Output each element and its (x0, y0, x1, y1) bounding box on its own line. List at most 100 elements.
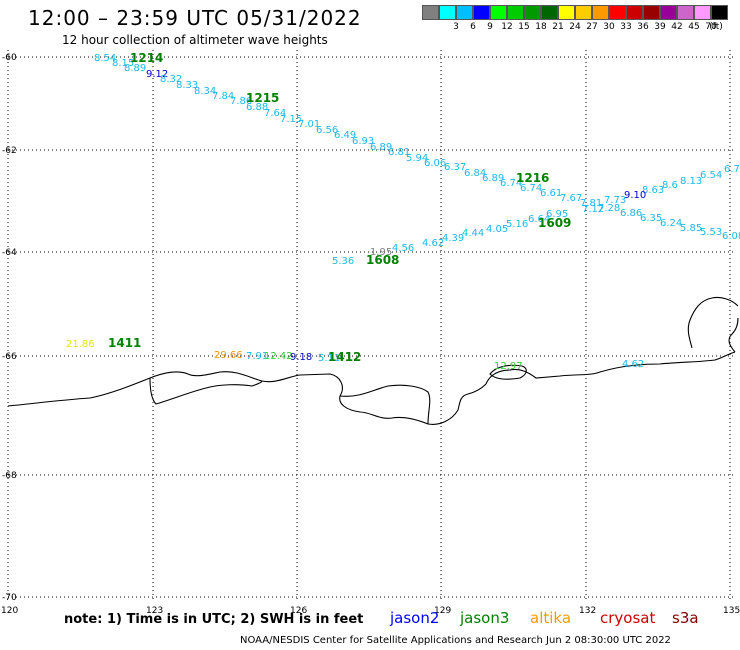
legend-swatch (609, 5, 626, 20)
legend-swatch (626, 5, 643, 20)
legend-swatch (422, 5, 439, 20)
wave-height-value: 6.24 (660, 218, 682, 229)
legend-swatch (677, 5, 694, 20)
wave-height-value: 6.81 (388, 147, 410, 158)
satellite-name: jason2 (390, 609, 440, 627)
wave-height-value: 4.62 (622, 359, 644, 370)
legend-swatch (660, 5, 677, 20)
wave-height-value: 6.49 (334, 130, 356, 141)
graticule (7, 50, 735, 600)
wave-height-value: 8.15 (112, 58, 134, 69)
wave-height-value: 6.73 (724, 164, 740, 175)
longitude-label: 120 (1, 606, 18, 616)
wave-height-value: 5.16 (506, 219, 528, 230)
wave-height-value: 9.10 (624, 190, 646, 201)
wave-height-value: 7.86 (230, 96, 252, 107)
wave-height-value: 8.54 (94, 53, 116, 64)
wave-height-value: 7.81 (580, 198, 602, 209)
wave-height-value: 7.64 (264, 108, 286, 119)
coastline (7, 296, 739, 425)
wave-height-value: 6.64 (528, 214, 550, 225)
wave-height-value: 6.08 (722, 231, 740, 242)
footer-note: note: 1) Time is in UTC; 2) SWH is in fe… (64, 612, 364, 627)
longitude-label: 129 (434, 606, 451, 616)
legend-label: 15 (518, 22, 530, 32)
wave-height-value: 29.66 (214, 350, 243, 361)
wave-height-value: 8.6 (662, 180, 678, 191)
wave-height-value: 6.74 (500, 178, 522, 189)
wave-height-value: 7.73 (604, 195, 626, 206)
legend-label: 24 (569, 22, 581, 32)
credit-line: NOAA/NESDIS Center for Satellite Applica… (240, 635, 671, 646)
wave-height-value: 7.15 (280, 114, 302, 125)
wave-height-value: 7.01 (298, 119, 320, 130)
wave-height-value: 8.89 (124, 63, 146, 74)
wave-height-value: 7.67 (560, 193, 582, 204)
satellite-name: jason3 (460, 609, 510, 627)
wave-height-value: 12.97 (494, 361, 523, 372)
pass-time-labels: 1214 1215 1216 1609 1608 1411 1412 (108, 51, 571, 364)
wave-height-value: 5.94 (406, 153, 428, 164)
legend-swatch (524, 5, 541, 20)
wave-height-value: 6.74 (520, 183, 542, 194)
wave-height-value: 8.13 (680, 176, 702, 187)
wave-height-value: 8.63 (642, 185, 664, 196)
wave-height-value: 6.84 (464, 168, 486, 179)
wave-height-value: 7.12 (582, 204, 604, 215)
wave-height-value: 6.89 (370, 142, 392, 153)
wave-height-value: 21.86 (66, 339, 95, 350)
wave-height-value: 6.06 (424, 158, 446, 169)
latitude-label: -68 (2, 471, 17, 481)
pass-time-label: 1411 (108, 336, 141, 350)
wave-height-value: 4.39 (442, 233, 464, 244)
eastern-coast-bump (687, 296, 739, 353)
wave-height-value: 6.93 (352, 136, 374, 147)
legend-label: 12 (501, 22, 513, 32)
wave-height-value: 7.84 (212, 91, 234, 102)
coast-shelf (339, 384, 431, 425)
map-subtitle: 12 hour collection of altimeter wave hei… (62, 33, 328, 47)
wave-height-value: 6.86 (620, 208, 642, 219)
legend-unit: (ft) (709, 22, 723, 32)
legend-swatch (694, 5, 711, 20)
legend-swatch (711, 5, 728, 20)
pass-time-label: 1412 (328, 350, 361, 364)
latitude-label: -66 (2, 352, 17, 362)
legend-swatch (473, 5, 490, 20)
coastline-inlet (149, 377, 263, 405)
wave-height-value: 1.95 (370, 247, 392, 258)
legend-label: 33 (620, 22, 632, 32)
legend-label: 30 (603, 22, 615, 32)
pass-time-label: 1608 (366, 253, 399, 267)
legend-swatch (507, 5, 524, 20)
wave-height-value: 5.85 (680, 223, 702, 234)
longitude-label: 132 (579, 606, 596, 616)
wave-height-value: 8.33 (176, 80, 198, 91)
latitude-label: -60 (2, 53, 17, 63)
longitude-label: 123 (146, 606, 163, 616)
wave-height-value: 4.62 (422, 238, 444, 249)
wave-height-value: 8.32 (160, 74, 182, 85)
small-island (489, 364, 527, 380)
wave-height-value: 7.91 (246, 351, 268, 362)
wave-height-value: 6.61 (540, 188, 562, 199)
legend-label: 9 (487, 22, 493, 32)
legend-swatch (592, 5, 609, 20)
wave-height-value: 5.53 (700, 227, 722, 238)
legend-swatch (490, 5, 507, 20)
pass-time-label: 1215 (246, 91, 279, 105)
pass-time-label: 1609 (538, 216, 571, 230)
pass-time-label: 1216 (516, 171, 549, 185)
wave-height-value: 5.36 (332, 256, 354, 267)
wave-height-value: 6.95 (546, 209, 568, 220)
legend-swatch (558, 5, 575, 20)
latitude-label: -64 (2, 248, 17, 258)
antarctic-coast (7, 351, 736, 425)
latitude-label: -62 (2, 146, 17, 156)
wave-height-value: 7.28 (598, 203, 620, 214)
legend-swatch (439, 5, 456, 20)
wave-height-value: 6.37 (444, 162, 466, 173)
satellite-name: s3a (672, 609, 699, 627)
legend-label: 42 (671, 22, 683, 32)
